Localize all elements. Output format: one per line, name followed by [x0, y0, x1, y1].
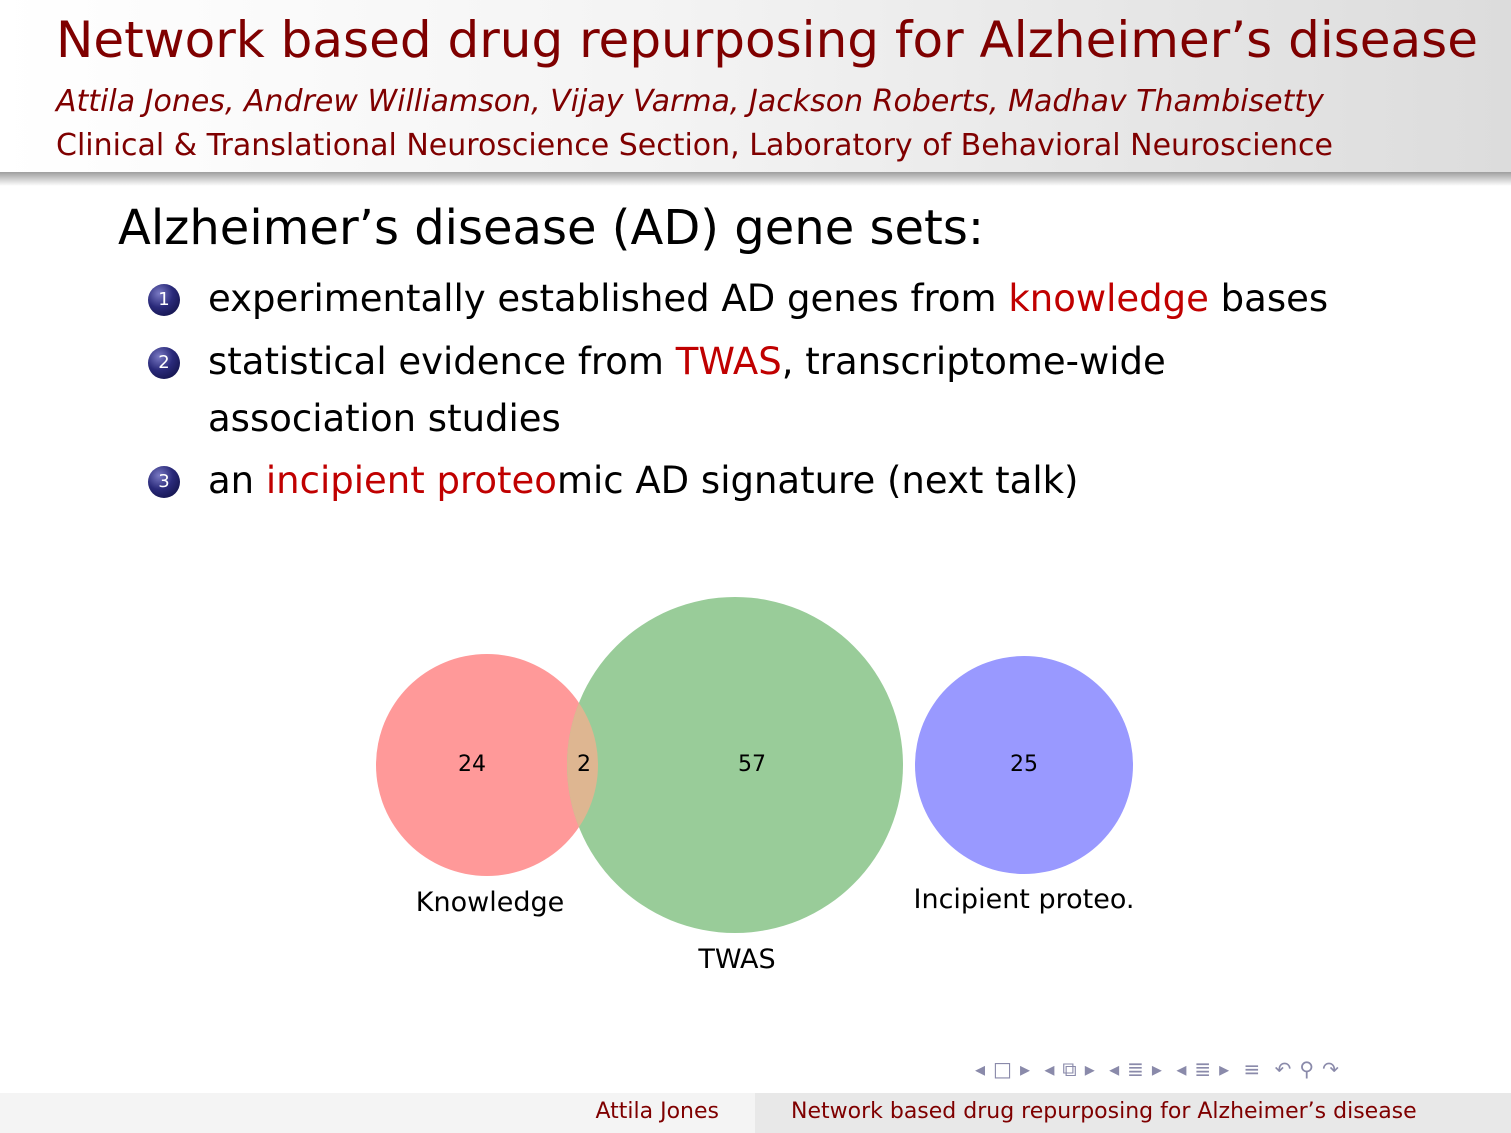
venn-diagram: 24 2 57 25 Knowledge TWAS Incipient prot… — [376, 597, 1135, 975]
section-icon[interactable]: ≣ — [1194, 1057, 1212, 1081]
list-item-text: bases — [1208, 277, 1329, 320]
footer-right: Network based drug repurposing for Alzhe… — [755, 1093, 1511, 1133]
author-list: Attila Jones, Andrew Williamson, Vijay V… — [56, 84, 1324, 119]
list-item-2-continued: association studies — [208, 397, 561, 440]
section-heading: Alzheimer’s disease (AD) gene sets: — [118, 200, 985, 256]
list-item-3: an incipient proteomic AD signature (nex… — [208, 452, 1078, 509]
redo-icon[interactable]: ↷ — [1322, 1057, 1339, 1081]
bullet-number-1: 1 — [148, 284, 180, 316]
slide-title: Network based drug repurposing for Alzhe… — [56, 11, 1478, 69]
list-item-1: experimentally established AD genes from… — [208, 270, 1328, 327]
nav-left-arrow-icon[interactable]: ◂ — [1044, 1057, 1055, 1081]
bullet-number-3: 3 — [148, 466, 180, 498]
nav-right-arrow-icon[interactable]: ▸ — [1151, 1057, 1162, 1081]
footer-author: Attila Jones — [595, 1099, 719, 1124]
footer-title: Network based drug repurposing for Alzhe… — [791, 1099, 1417, 1124]
undo-icon[interactable]: ↶ — [1274, 1057, 1292, 1081]
venn-circle-twas — [567, 597, 903, 933]
nav-right-arrow-icon[interactable]: ▸ — [1019, 1057, 1030, 1081]
list-item-text: mic AD signature (next talk) — [556, 459, 1079, 502]
affiliation: Clinical & Translational Neuroscience Se… — [56, 128, 1333, 163]
highlighted-term: TWAS — [675, 340, 782, 383]
list-item-2: statistical evidence from TWAS, transcri… — [208, 333, 1166, 390]
nav-right-arrow-icon[interactable]: ▸ — [1219, 1057, 1230, 1081]
frame-icon[interactable]: □ — [993, 1057, 1012, 1081]
label-proteo: Incipient proteo. — [914, 884, 1135, 915]
search-icon[interactable]: ⚲ — [1299, 1057, 1315, 1081]
bullet-number-2: 2 — [148, 347, 180, 379]
count-twas-only: 57 — [738, 752, 766, 777]
list-item-text: , transcriptome-wide — [781, 340, 1166, 383]
header-shadow — [0, 172, 1511, 186]
beamer-navigation: ◂ □ ▸ ◂ ⧉ ▸ ◂ ≣ ▸ ◂ ≣ ▸ ≡ ↶ ⚲ ↷ — [975, 1057, 1347, 1081]
footer-left: Attila Jones — [0, 1093, 755, 1133]
highlighted-term: incipient proteo — [265, 459, 557, 502]
label-twas: TWAS — [697, 944, 775, 975]
count-proteo-only: 25 — [1010, 752, 1038, 777]
list-item-text: an — [208, 459, 266, 502]
footer-bar: Attila Jones Network based drug repurpos… — [0, 1093, 1511, 1133]
highlighted-term: knowledge — [1008, 277, 1209, 320]
align-icon[interactable]: ≡ — [1243, 1057, 1261, 1081]
nav-left-arrow-icon[interactable]: ◂ — [1176, 1057, 1187, 1081]
label-knowledge: Knowledge — [416, 887, 564, 918]
list-item-text: statistical evidence from — [208, 340, 676, 383]
header-bar: Network based drug repurposing for Alzhe… — [0, 0, 1511, 172]
count-knowledge-only: 24 — [458, 752, 486, 777]
section-icon[interactable]: ≣ — [1127, 1057, 1144, 1081]
subsection-icon[interactable]: ⧉ — [1062, 1057, 1077, 1081]
venn-circle-knowledge — [376, 654, 598, 876]
nav-left-arrow-icon[interactable]: ◂ — [975, 1057, 986, 1081]
nav-left-arrow-icon[interactable]: ◂ — [1109, 1057, 1120, 1081]
nav-right-arrow-icon[interactable]: ▸ — [1084, 1057, 1095, 1081]
count-overlap: 2 — [577, 752, 591, 777]
venn-circle-proteo — [915, 656, 1133, 874]
list-item-text: experimentally established AD genes from — [208, 277, 1009, 320]
